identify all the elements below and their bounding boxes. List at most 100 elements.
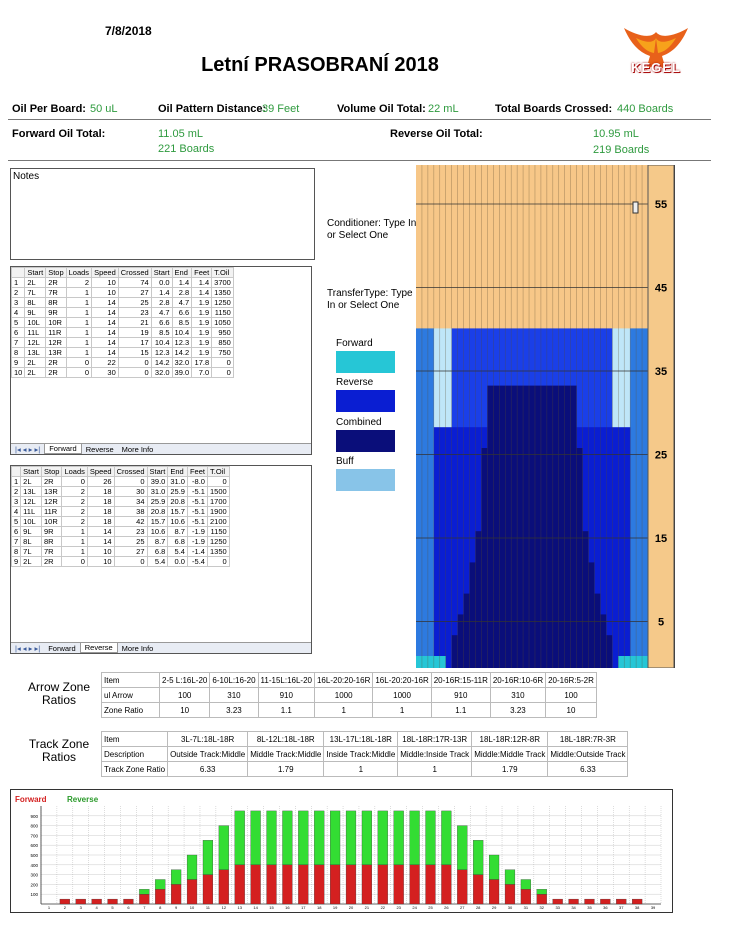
reverse-table-row[interactable]: 6 9L 9R 1 14 23 10.6 8.7 -1.9 1150 — [11, 526, 230, 537]
table-cell[interactable]: 1 — [61, 526, 88, 537]
table-cell[interactable]: 1.9 — [191, 327, 213, 338]
table-cell[interactable]: 1250 — [211, 297, 234, 308]
table-cell[interactable]: 0 — [61, 556, 88, 567]
table-cell[interactable]: 9L — [24, 307, 47, 318]
table-cell[interactable]: 18 — [86, 486, 115, 497]
table-cell[interactable]: 2R — [45, 277, 67, 288]
table-cell[interactable]: 17 — [117, 337, 152, 348]
table-cell[interactable]: 1 — [65, 337, 93, 348]
table-cell[interactable]: 12R — [41, 496, 63, 507]
table-cell[interactable]: 23 — [117, 307, 152, 318]
table-cell[interactable]: 19 — [117, 327, 152, 338]
lane-cursor[interactable] — [632, 201, 639, 214]
table-cell[interactable]: 8 — [11, 347, 26, 358]
table-cell[interactable]: 3 — [11, 297, 26, 308]
table-cell[interactable]: 2R — [45, 357, 67, 368]
table-cell[interactable]: 21 — [117, 317, 152, 328]
table-cell[interactable]: 2L — [24, 277, 47, 288]
table-cell[interactable]: 10L — [20, 516, 43, 527]
table-cell[interactable]: 11R — [45, 327, 67, 338]
table-cell[interactable]: 1 — [61, 546, 88, 557]
table-cell[interactable]: 18 — [86, 496, 115, 507]
table-cell[interactable]: 8.5 — [150, 327, 173, 338]
table-cell[interactable]: 12.3 — [150, 347, 173, 358]
table-cell[interactable]: 25 — [113, 536, 148, 547]
table-cell[interactable]: 38 — [113, 506, 148, 517]
table-cell[interactable]: 2 — [61, 496, 88, 507]
forward-table-row[interactable]: 1 2L 2R 2 10 74 0.0 1.4 1.4 3700 — [11, 277, 234, 288]
table-cell[interactable]: 32.0 — [150, 367, 173, 378]
table-cell[interactable]: 750 — [211, 347, 234, 358]
table-cell[interactable]: 30 — [91, 367, 119, 378]
table-cell[interactable]: 22 — [91, 357, 119, 368]
table-cell[interactable]: 12L — [20, 496, 43, 507]
transfer-type-field[interactable]: TransferType: Type In or Select One — [327, 288, 413, 311]
table-cell[interactable]: 17.8 — [191, 357, 213, 368]
table-cell[interactable]: 1.4 — [171, 277, 193, 288]
table-cell[interactable]: 10.6 — [146, 526, 169, 537]
table-cell[interactable]: 1 — [65, 327, 93, 338]
table-cell[interactable]: 7 — [11, 337, 26, 348]
table-cell[interactable]: 12L — [24, 337, 47, 348]
table-cell[interactable]: 10.6 — [167, 516, 188, 527]
table-cell[interactable]: 0 — [211, 357, 234, 368]
table-cell[interactable]: 4.7 — [150, 307, 173, 318]
table-cell[interactable]: 11R — [41, 506, 63, 517]
table-cell[interactable]: 10R — [45, 317, 67, 328]
table-cell[interactable]: 13L — [24, 347, 47, 358]
forward-table-row[interactable]: 4 9L 9R 1 14 23 4.7 6.6 1.9 1150 — [11, 307, 234, 318]
table-cell[interactable]: -1.9 — [186, 526, 208, 537]
table-cell[interactable]: 14 — [86, 536, 115, 547]
table-cell[interactable]: 2R — [45, 367, 67, 378]
table-cell[interactable]: 2.8 — [150, 297, 173, 308]
table-cell[interactable]: 2L — [20, 476, 43, 487]
table-cell[interactable]: 7.0 — [191, 367, 213, 378]
table-cell[interactable]: 10L — [24, 317, 47, 328]
table-cell[interactable]: 15.7 — [167, 506, 188, 517]
table-cell[interactable]: 0 — [211, 367, 234, 378]
table-cell[interactable]: 32.0 — [171, 357, 193, 368]
table-cell[interactable]: 2 — [61, 506, 88, 517]
table-cell[interactable]: 1.4 — [191, 277, 213, 288]
table-cell[interactable]: 7L — [20, 546, 43, 557]
table-cell[interactable]: 25.9 — [167, 486, 188, 497]
table-cell[interactable]: 26 — [86, 476, 115, 487]
table-cell[interactable]: 1.9 — [191, 337, 213, 348]
tab-reverse[interactable]: Reverse — [85, 444, 114, 454]
table-cell[interactable]: 2 — [61, 486, 88, 497]
table-cell[interactable]: 0 — [65, 367, 93, 378]
table-cell[interactable]: 5.4 — [167, 546, 188, 557]
table-cell[interactable]: 0 — [65, 357, 93, 368]
table-cell[interactable]: 2 — [61, 516, 88, 527]
table-cell[interactable]: 13R — [41, 486, 63, 497]
reverse-table-row[interactable]: 7 8L 8R 1 14 25 8.7 6.8 -1.9 1250 — [11, 536, 230, 547]
table-cell[interactable]: 10 — [86, 556, 115, 567]
table-cell[interactable]: 39.0 — [171, 367, 193, 378]
table-cell[interactable]: 1.4 — [191, 287, 213, 298]
table-cell[interactable]: 18 — [86, 506, 115, 517]
table-cell[interactable]: 27 — [113, 546, 148, 557]
tab-more-info[interactable]: More Info — [121, 444, 154, 454]
table-cell[interactable]: 14.2 — [171, 347, 193, 358]
reverse-table-row[interactable]: 9 2L 2R 0 10 0 5.4 0.0 -5.4 0 — [11, 556, 230, 567]
table-cell[interactable]: 15.7 — [146, 516, 169, 527]
reverse-table-row[interactable]: 8 7L 7R 1 10 27 6.8 5.4 -1.4 1350 — [11, 546, 230, 557]
table-cell[interactable]: 13L — [20, 486, 43, 497]
table-cell[interactable]: 10R — [41, 516, 63, 527]
tab-reverse[interactable]: Reverse — [79, 643, 118, 653]
reverse-table-row[interactable]: 5 10L 10R 2 18 42 15.7 10.6 -5.1 2100 — [11, 516, 230, 527]
table-cell[interactable]: 14 — [91, 327, 119, 338]
table-cell[interactable]: 2 — [11, 287, 26, 298]
table-cell[interactable]: 14 — [91, 347, 119, 358]
table-cell[interactable]: 7R — [41, 546, 63, 557]
table-cell[interactable]: 1.9 — [191, 297, 213, 308]
table-cell[interactable]: 3 — [11, 496, 22, 507]
table-cell[interactable]: 9 — [11, 556, 22, 567]
tab-forward[interactable]: Forward — [44, 444, 82, 454]
table-cell[interactable]: 2 — [11, 486, 22, 497]
table-cell[interactable]: 18 — [86, 516, 115, 527]
table-cell[interactable]: 1 — [11, 476, 22, 487]
table-cell[interactable]: -5.4 — [186, 556, 208, 567]
table-cell[interactable]: 1350 — [211, 287, 234, 298]
table-cell[interactable]: 6.8 — [167, 536, 188, 547]
